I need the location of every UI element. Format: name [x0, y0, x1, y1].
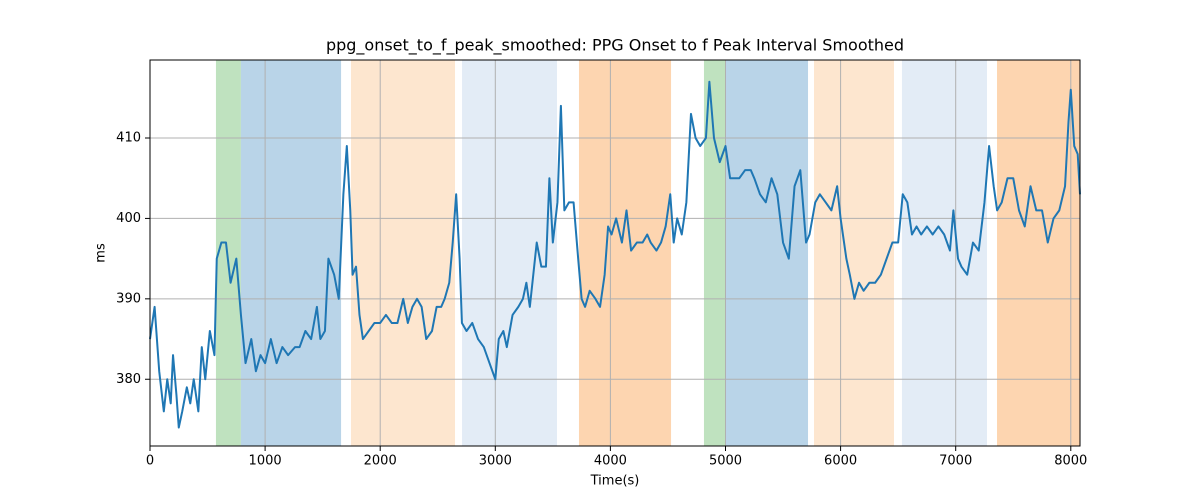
grid	[149, 60, 1080, 446]
region	[215, 60, 241, 446]
x-tick-label: 3000	[479, 454, 512, 469]
region	[901, 60, 987, 446]
region	[578, 60, 672, 446]
x-tick-label: 7000	[939, 454, 972, 469]
x-tick-label: 5000	[709, 454, 742, 469]
region	[725, 60, 809, 446]
region	[240, 60, 342, 446]
region	[462, 60, 557, 446]
ticks: 0 1000 2000 3000 4000 5000 6000 7000 8000 380 390 4…	[116, 131, 1087, 469]
x-tick-label: 2000	[364, 454, 397, 469]
y-tick-label: 380	[116, 372, 141, 387]
x-tick-label: 1000	[249, 454, 282, 469]
region	[703, 60, 726, 446]
plot	[149, 80, 1081, 429]
x-tick-label: 8000	[1054, 454, 1087, 469]
y-tick-label: 400	[116, 211, 141, 226]
region	[350, 60, 456, 446]
chart-title: ppg_onset_to_f_peak_smoothed: PPG Onset …	[326, 36, 904, 56]
x-tick-label: 6000	[824, 454, 857, 469]
plot-frame	[149, 59, 1081, 447]
data-line	[149, 80, 1081, 429]
x-tick-label: 4000	[594, 454, 627, 469]
x-tick-label: 0	[146, 454, 154, 469]
region	[814, 60, 894, 446]
y-tick-label: 410	[116, 131, 141, 146]
region	[997, 60, 1080, 446]
y-tick-label: 390	[116, 291, 141, 306]
regions	[215, 60, 1080, 446]
x-axis-label: Time(s)	[590, 474, 640, 489]
y-axis-label: ms	[94, 243, 109, 263]
